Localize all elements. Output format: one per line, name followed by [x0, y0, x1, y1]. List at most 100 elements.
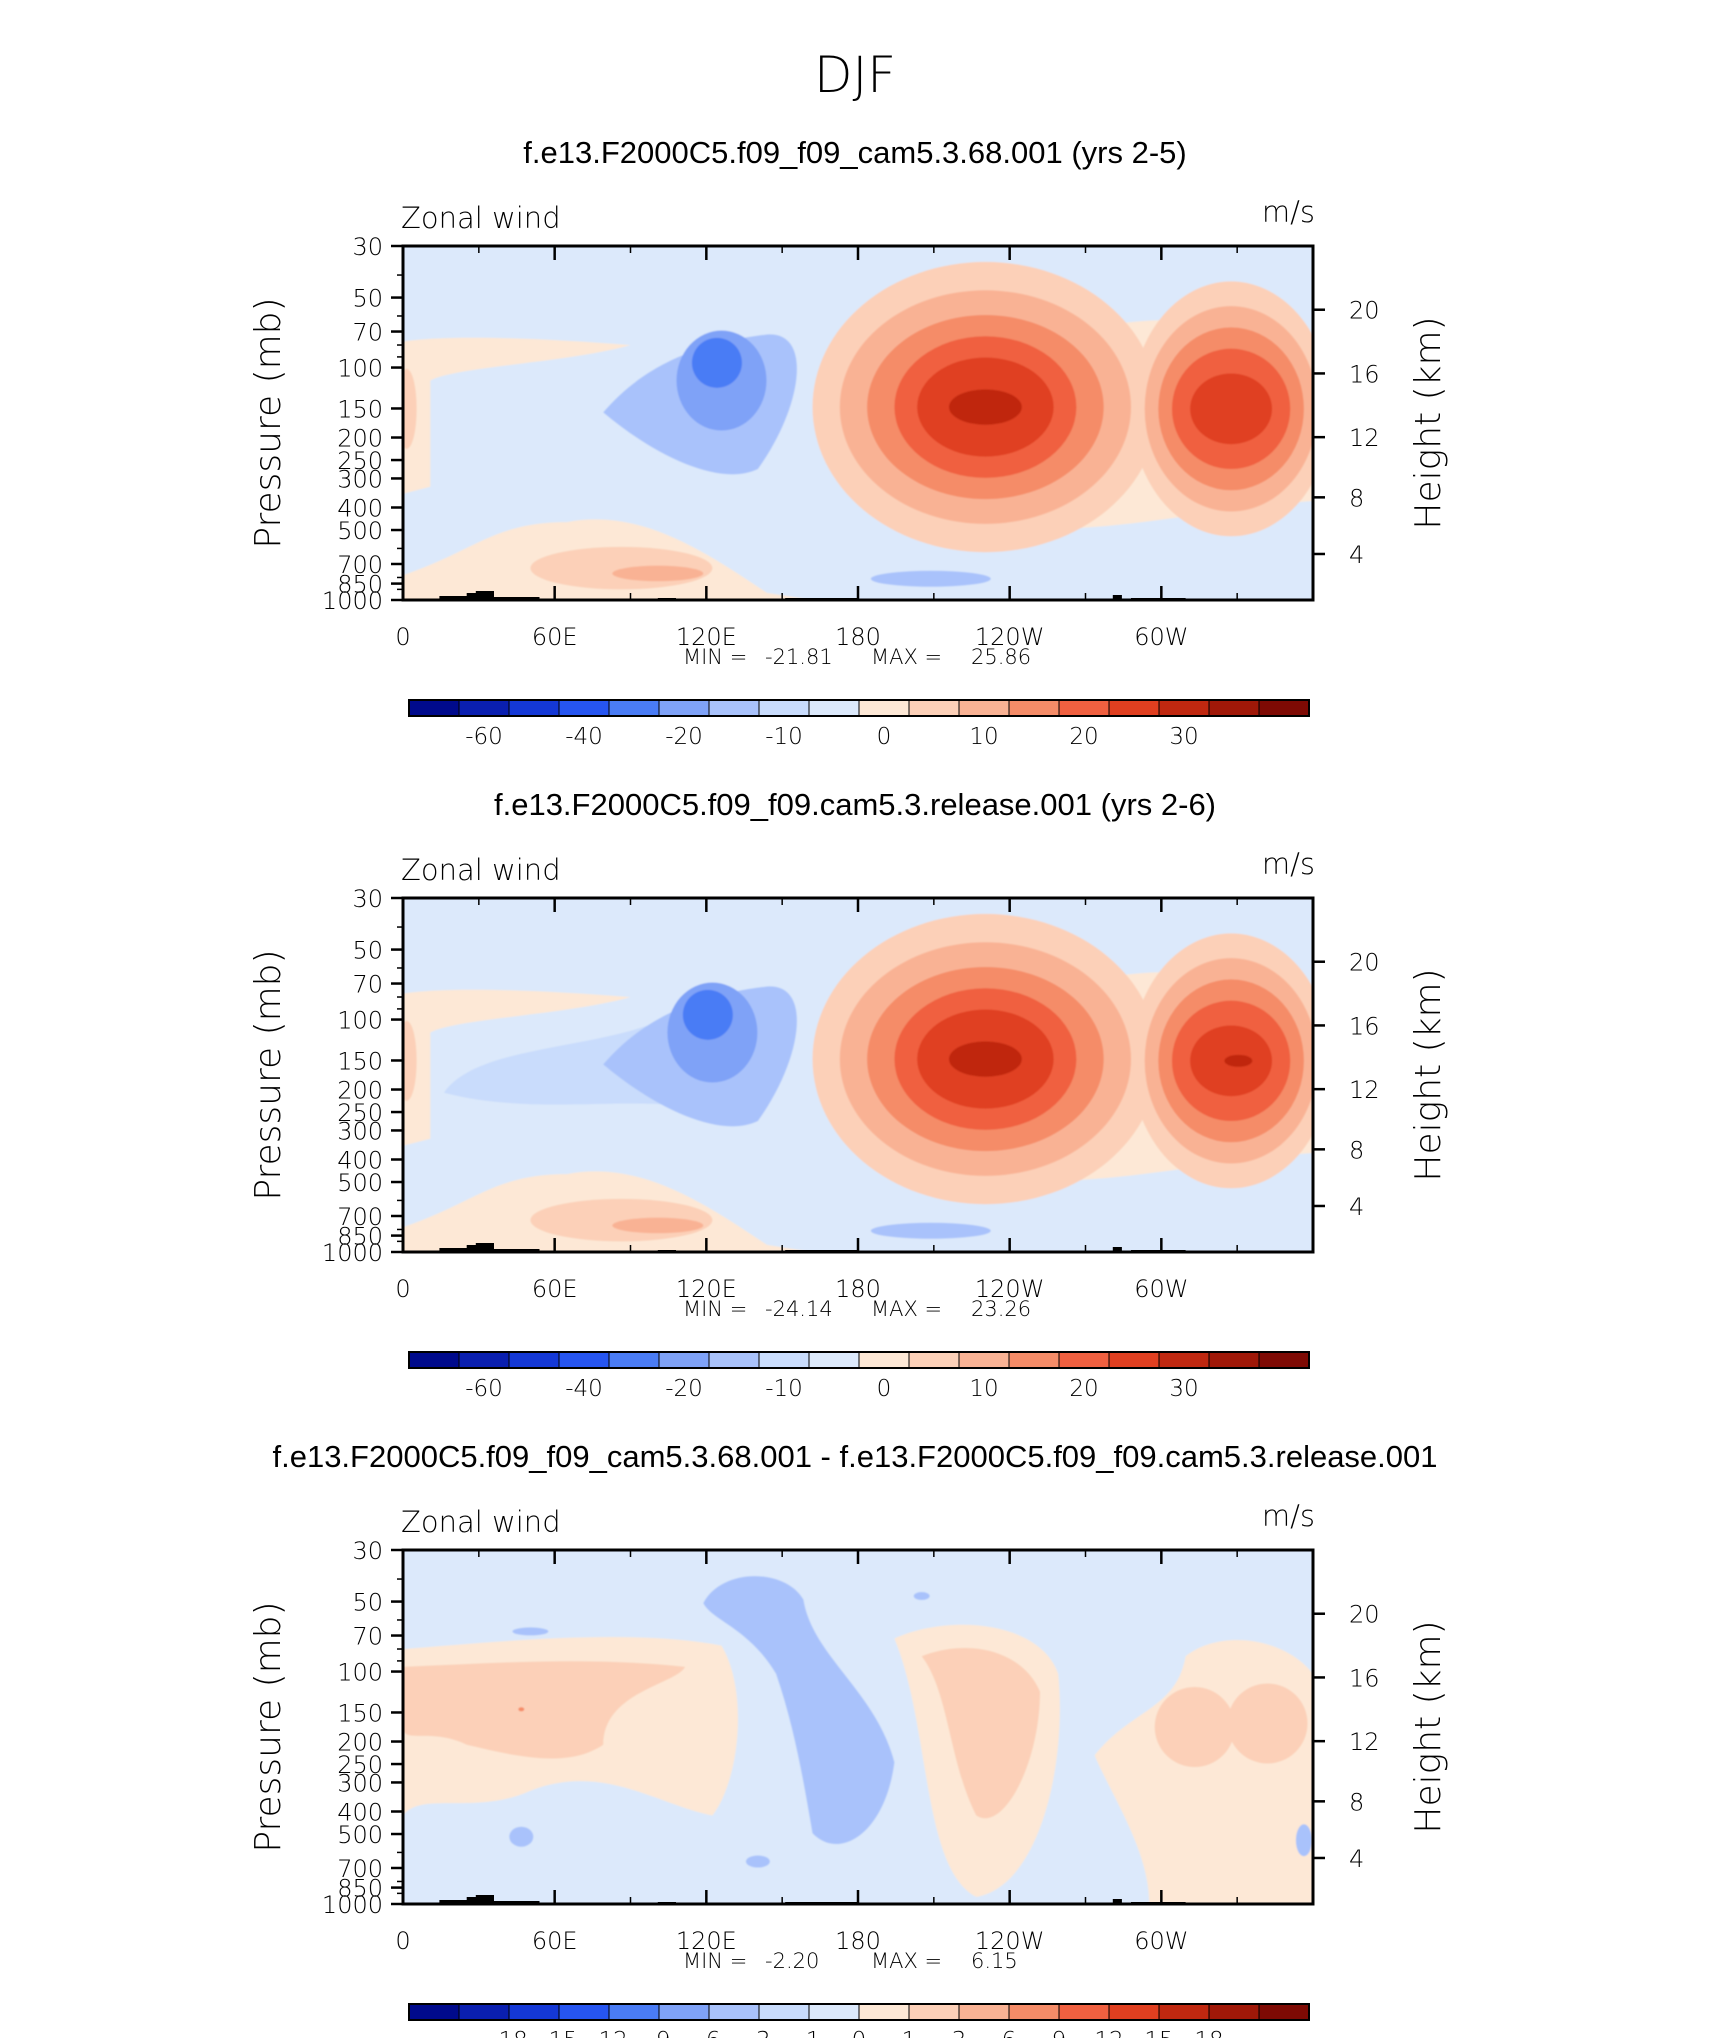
colorbar-swatch: [758, 1351, 810, 1369]
x-tick-label: 180: [835, 1275, 881, 1303]
colorbar-label: -60: [465, 724, 503, 750]
colorbar-swatch: [408, 1351, 460, 1369]
colorbar-label: -20: [665, 724, 703, 750]
y2-tick-label: 20: [1349, 297, 1380, 325]
colorbar-label: 1: [902, 2028, 917, 2038]
y-tick-label: 850: [337, 571, 383, 599]
colorbar-swatch: [1158, 2003, 1210, 2021]
y2-tick-label: 12: [1349, 1076, 1380, 1104]
colorbar-swatch: [508, 699, 560, 717]
max-value: 23.26: [971, 1297, 1031, 1321]
y-tick-label: 100: [337, 1659, 383, 1687]
plot-area: [403, 1550, 1313, 1904]
min-label: MIN =: [683, 1297, 747, 1321]
y2-tick-label: 20: [1349, 1601, 1380, 1629]
colorbar-frame: [408, 699, 1310, 717]
y-tick-label: 30: [352, 233, 383, 261]
colorbar-label: 0: [852, 2028, 867, 2038]
colorbar: -18 -15 -12 -9 -6 -3 -1 0 1 3 6 9 12 15 18: [408, 2003, 1310, 2042]
y-tick-label: 150: [337, 395, 383, 423]
panel-subtitle-right: m/s: [1262, 847, 1315, 881]
y2-tick-label: 8: [1349, 1136, 1364, 1164]
colorbar-frame: [408, 2003, 1310, 2021]
panel-2: f.e13.F2000C5.f09_f09.cam5.3.release.001…: [248, 787, 1449, 1402]
y-tick-label: 250: [337, 447, 383, 475]
colorbar-swatch: [1008, 699, 1060, 717]
colorbar-label: -9: [648, 2028, 671, 2038]
colorbar-swatch: [708, 2003, 760, 2021]
min-label: MIN =: [683, 645, 747, 669]
colorbar-label: -40: [565, 724, 603, 750]
colorbar-swatch: [408, 699, 460, 717]
y2-axis-label: Height (km): [1408, 968, 1449, 1181]
colorbar-swatch: [1208, 2003, 1260, 2021]
colorbar-label: -60: [465, 1376, 503, 1402]
min-label: MIN =: [683, 1949, 747, 1973]
y-tick-label: 50: [352, 1589, 383, 1617]
colorbar-label: 20: [1069, 1376, 1098, 1402]
contour-region: [1154, 1687, 1235, 1767]
x-tick-label: 120W: [975, 1275, 1045, 1303]
min-value: -24.14: [765, 1297, 833, 1321]
y-tick-label: 70: [352, 1623, 383, 1651]
colorbar: -60 -40 -20 -10 0 10 20 30: [408, 699, 1310, 750]
contour-region: [403, 337, 631, 494]
contour-region: [509, 1826, 534, 1847]
colorbar-swatch: [1158, 1351, 1210, 1369]
colorbar-label: -20: [665, 1376, 703, 1402]
colorbar-swatch: [1158, 699, 1210, 717]
colorbar-swatch: [658, 2003, 710, 2021]
y-tick-label: 850: [337, 1875, 383, 1903]
colorbar-label: -1: [798, 2028, 821, 2038]
colorbar-swatch: [1258, 699, 1310, 717]
colorbar-label: 12: [1094, 2028, 1123, 2038]
colorbar-swatch: [758, 2003, 810, 2021]
colorbar-swatch: [808, 699, 860, 717]
x-tick-label: 60E: [532, 623, 578, 651]
contour-region: [612, 1217, 704, 1234]
y2-tick-label: 16: [1349, 1664, 1380, 1692]
orography: [475, 1895, 494, 1904]
colorbar-label: -10: [765, 724, 803, 750]
colorbar-label: 0: [877, 1376, 892, 1402]
colorbar-swatch: [508, 1351, 560, 1369]
max-value: 6.15: [971, 1949, 1018, 1973]
colorbar-label: -18: [490, 2028, 528, 2038]
colorbar-label: -40: [565, 1376, 603, 1402]
y2-tick-label: 4: [1349, 1193, 1364, 1221]
colorbar: -60 -40 -20 -10 0 10 20 30: [408, 1351, 1310, 1402]
colorbar-swatch: [1008, 2003, 1060, 2021]
colorbar-label: 9: [1052, 2028, 1067, 2038]
y-tick-label: 1000: [322, 1891, 383, 1919]
y-tick-label: 200: [337, 1077, 383, 1105]
colorbar-label: 3: [952, 2028, 967, 2038]
y-tick-label: 150: [337, 1699, 383, 1727]
contour-region: [870, 570, 991, 587]
contour-region: [913, 1592, 930, 1601]
contour-region: [1224, 1054, 1253, 1067]
y2-axis-label: Height (km): [1408, 316, 1449, 529]
panel-subtitle-right: m/s: [1262, 195, 1315, 229]
colorbar-label: -10: [765, 1376, 803, 1402]
contour-region: [949, 1041, 1022, 1077]
y2-tick-label: 8: [1349, 1788, 1364, 1816]
panel-title: f.e13.F2000C5.f09_f09.cam5.3.release.001…: [494, 787, 1216, 822]
colorbar-label: 0: [877, 724, 892, 750]
y-tick-label: 1000: [322, 587, 383, 615]
contour-region: [403, 989, 631, 1146]
plot-area: [403, 898, 1313, 1252]
colorbar-swatch: [408, 2003, 460, 2021]
y-tick-label: 300: [337, 465, 383, 493]
y-tick-label: 200: [337, 425, 383, 453]
contour-region: [921, 1648, 1040, 1819]
y-tick-label: 700: [337, 1203, 383, 1231]
colorbar-label: 10: [969, 724, 998, 750]
orography: [475, 1243, 494, 1252]
panel-title: f.e13.F2000C5.f09_f09_cam5.3.68.001 - f.…: [272, 1439, 1437, 1474]
colorbar-swatch: [658, 699, 710, 717]
colorbar-swatch: [1208, 699, 1260, 717]
panel-title: f.e13.F2000C5.f09_f09_cam5.3.68.001 (yrs…: [523, 135, 1186, 170]
y-tick-label: 300: [337, 1117, 383, 1145]
y-tick-label: 70: [352, 971, 383, 999]
colorbar-label: 30: [1169, 1376, 1198, 1402]
